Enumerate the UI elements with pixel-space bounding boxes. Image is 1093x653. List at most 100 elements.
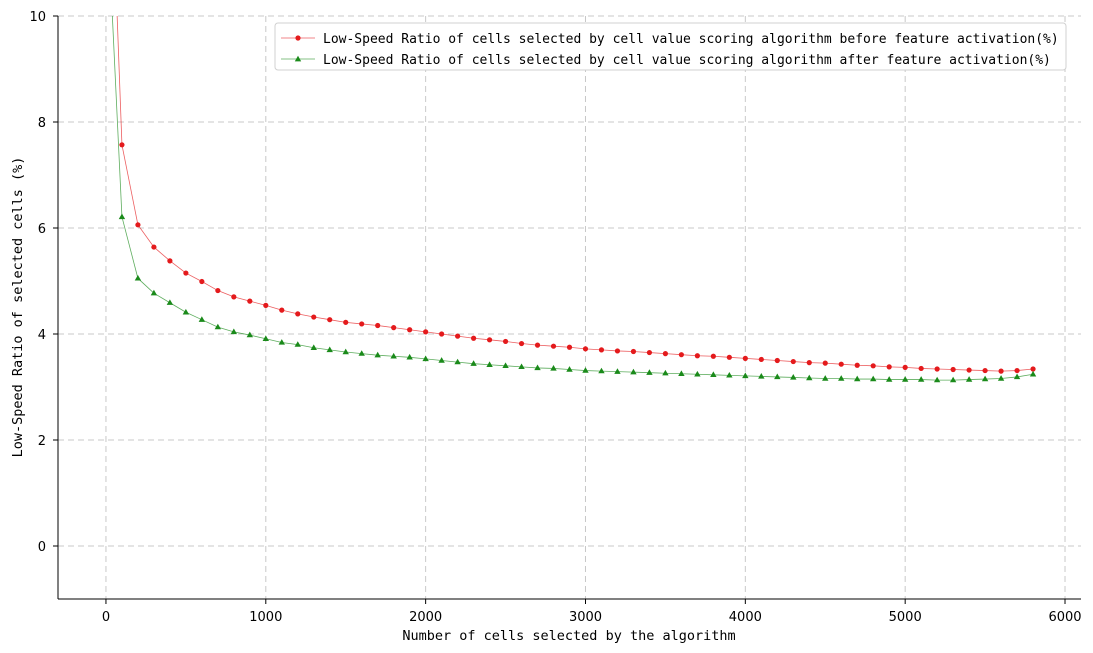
data-point bbox=[662, 351, 669, 357]
data-point bbox=[534, 342, 541, 348]
data-point bbox=[119, 142, 125, 148]
data-point bbox=[230, 328, 238, 335]
data-point bbox=[854, 362, 860, 368]
data-point bbox=[150, 289, 158, 296]
data-point bbox=[870, 375, 877, 382]
data-point bbox=[214, 323, 222, 330]
data-point bbox=[502, 338, 509, 345]
data-point bbox=[742, 372, 749, 379]
x-tick-label: 3000 bbox=[569, 610, 602, 625]
y-tick-label: 2 bbox=[38, 434, 46, 449]
data-point bbox=[470, 335, 477, 341]
data-point bbox=[262, 335, 269, 341]
data-point bbox=[598, 347, 605, 353]
data-point bbox=[981, 375, 989, 382]
data-point bbox=[134, 274, 142, 281]
data-point bbox=[279, 307, 285, 313]
x-tick-label: 2000 bbox=[409, 610, 442, 625]
data-point bbox=[518, 363, 525, 370]
data-point bbox=[726, 354, 732, 360]
data-point bbox=[550, 365, 557, 371]
data-point bbox=[342, 348, 349, 355]
data-point bbox=[949, 376, 957, 383]
data-point bbox=[822, 375, 829, 381]
data-point bbox=[295, 311, 301, 317]
data-point bbox=[710, 371, 717, 378]
data-point bbox=[359, 321, 365, 327]
data-point bbox=[486, 361, 493, 367]
ticks: 0 1000 2000 3000 4000 5000 6000 0 2 4 6 8 10 bbox=[29, 10, 1081, 625]
data-point bbox=[885, 376, 893, 382]
data-point bbox=[918, 365, 924, 372]
y-tick-label: 8 bbox=[38, 116, 46, 131]
data-point bbox=[694, 370, 701, 377]
y-tick-label: 6 bbox=[38, 222, 46, 237]
data-point bbox=[886, 364, 892, 370]
data-point bbox=[183, 270, 189, 276]
series-line bbox=[111, 16, 1034, 381]
data-point bbox=[374, 351, 381, 358]
y-tick-label: 4 bbox=[38, 328, 46, 343]
data-point bbox=[917, 376, 925, 382]
data-point bbox=[198, 316, 206, 322]
data-point bbox=[327, 317, 333, 323]
data-point bbox=[438, 357, 445, 363]
data-point bbox=[630, 348, 637, 355]
data-point bbox=[630, 368, 637, 375]
data-point bbox=[486, 337, 493, 343]
x-tick-label: 1000 bbox=[249, 610, 282, 625]
y-tick-label: 10 bbox=[29, 10, 46, 25]
legend: Low-Speed Ratio of cells selected by cel… bbox=[274, 22, 1067, 71]
data-point bbox=[997, 375, 1005, 381]
data-point bbox=[854, 375, 861, 382]
legend-label-after: Low-Speed Ratio of cells selected by cel… bbox=[323, 53, 1051, 68]
data-point bbox=[1013, 373, 1021, 380]
data-point bbox=[901, 376, 909, 382]
data-point bbox=[582, 346, 589, 352]
data-point bbox=[326, 346, 333, 353]
data-point bbox=[678, 370, 685, 376]
data-point bbox=[710, 353, 716, 359]
data-point bbox=[965, 376, 973, 382]
data-point bbox=[343, 319, 349, 325]
data-point bbox=[550, 343, 557, 349]
data-point bbox=[422, 355, 429, 362]
data-point bbox=[358, 350, 365, 356]
data-point bbox=[774, 357, 780, 364]
data-point bbox=[375, 322, 381, 329]
data-point bbox=[1014, 367, 1020, 374]
data-point bbox=[406, 353, 413, 360]
data-point bbox=[694, 353, 700, 359]
data-point bbox=[998, 368, 1004, 374]
axes bbox=[57, 16, 1081, 600]
data-point bbox=[822, 360, 828, 366]
data-point bbox=[1029, 370, 1037, 377]
data-point bbox=[263, 302, 269, 308]
x-tick-label: 6000 bbox=[1048, 610, 1081, 625]
x-tick-label: 4000 bbox=[729, 610, 762, 625]
data-point bbox=[614, 348, 621, 354]
data-point bbox=[439, 331, 445, 337]
data-point bbox=[662, 369, 669, 376]
data-point bbox=[933, 376, 941, 383]
data-point bbox=[646, 349, 653, 356]
data-point bbox=[231, 294, 237, 300]
series-1 bbox=[111, 16, 1037, 383]
data-point bbox=[726, 371, 733, 378]
data-point bbox=[167, 258, 173, 264]
data-point bbox=[838, 361, 844, 367]
y-axis-label: Low-Speed Ratio of selected cells (%) bbox=[10, 157, 26, 458]
data-point bbox=[950, 366, 956, 373]
data-point bbox=[502, 362, 509, 368]
legend-label-before: Low-Speed Ratio of cells selected by cel… bbox=[323, 32, 1059, 47]
data-point bbox=[806, 360, 812, 366]
data-point bbox=[246, 331, 254, 338]
data-point bbox=[151, 244, 157, 250]
grid-lines bbox=[58, 15, 1081, 599]
data-point bbox=[182, 308, 190, 315]
x-axis-label: Number of cells selected by the algorith… bbox=[402, 628, 735, 644]
series-0 bbox=[116, 16, 1036, 374]
data-point bbox=[391, 325, 397, 331]
data-point bbox=[215, 287, 221, 294]
data-point bbox=[166, 299, 174, 305]
